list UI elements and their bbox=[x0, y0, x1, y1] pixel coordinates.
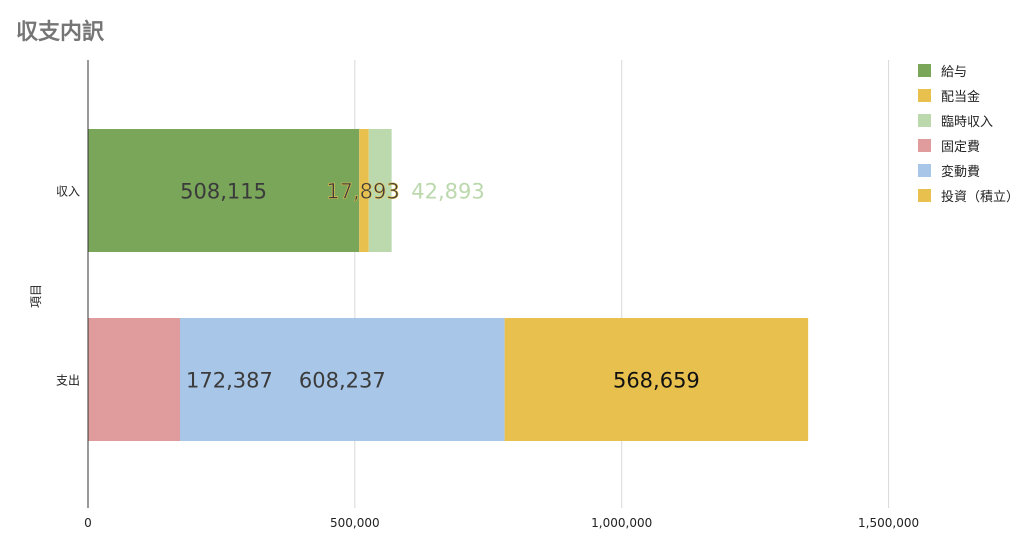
data-label: 17,893 bbox=[326, 180, 399, 204]
legend-swatch bbox=[918, 89, 931, 102]
bars bbox=[88, 129, 809, 441]
bar-segment bbox=[180, 318, 505, 441]
category-label: 支出 bbox=[56, 374, 80, 388]
data-label: 608,237 bbox=[299, 369, 386, 393]
legend-item: 臨時収入 bbox=[918, 108, 1019, 133]
legend-item: 給与 bbox=[918, 58, 1019, 83]
data-label: 508,115 bbox=[180, 180, 267, 204]
chart-title: 収支内訳 bbox=[16, 20, 105, 45]
legend-swatch bbox=[918, 164, 931, 177]
bar-segment bbox=[359, 129, 369, 252]
legend-label: 給与 bbox=[941, 65, 968, 80]
legend-swatch bbox=[918, 114, 931, 127]
data-labels: 508,115 17,893 42,893 172,387 608,237 568,659 bbox=[180, 179, 700, 393]
data-label: 42,893 bbox=[411, 180, 484, 204]
legend-label: 変動費 bbox=[941, 165, 981, 180]
x-tick-label: 500,000 bbox=[330, 516, 380, 530]
legend-label: 配当金 bbox=[941, 90, 981, 105]
legend-item: 固定費 bbox=[918, 133, 1019, 158]
legend: 給与配当金臨時収入固定費変動費投資（積立） bbox=[918, 58, 1019, 208]
legend-swatch bbox=[918, 189, 931, 202]
x-tick-label: 1,000,000 bbox=[591, 516, 652, 530]
legend-label: 臨時収入 bbox=[941, 115, 994, 130]
data-label: 172,387 bbox=[186, 369, 273, 393]
y-axis-title: 項目 bbox=[29, 284, 43, 308]
legend-item: 変動費 bbox=[918, 158, 1019, 183]
legend-label: 投資（積立） bbox=[941, 190, 1020, 205]
bar-segment bbox=[88, 318, 181, 441]
legend-label: 固定費 bbox=[941, 140, 981, 155]
x-tick-label: 0 bbox=[84, 516, 92, 530]
legend-swatch bbox=[918, 139, 931, 152]
data-label: 568,659 bbox=[613, 369, 700, 393]
bar-segment bbox=[88, 129, 360, 252]
bar-segment bbox=[504, 318, 809, 441]
legend-swatch bbox=[918, 64, 931, 77]
bar-segment bbox=[368, 129, 392, 252]
category-label: 収入 bbox=[56, 185, 80, 199]
legend-item: 投資（積立） bbox=[918, 183, 1019, 208]
legend-item: 配当金 bbox=[918, 83, 1019, 108]
x-tick-label: 1,500,000 bbox=[858, 516, 919, 530]
